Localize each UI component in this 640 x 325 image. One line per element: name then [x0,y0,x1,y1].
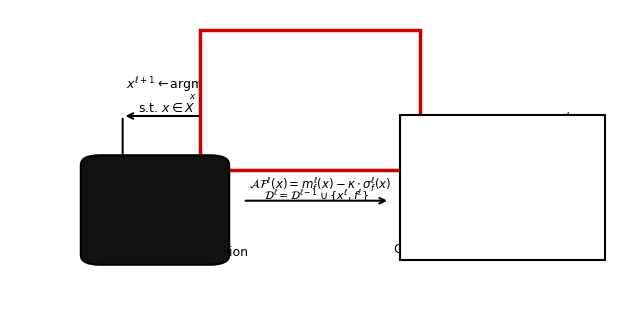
Text: $\sigma_f^\ell(x)$: $\sigma_f^\ell(x)$ [553,122,583,141]
Text: Acquisition Function (AF): Acquisition Function (AF) [234,54,406,68]
Text: SYSTEM: SYSTEM [168,194,232,208]
Text: $\ell \leftarrow \ell + 1$: $\ell \leftarrow \ell + 1$ [95,163,145,177]
Text: $m_f^\ell(x)$: $m_f^\ell(x)$ [553,110,588,130]
Text: Gaussian-Process Model: Gaussian-Process Model [394,243,545,256]
Text: s.t. $x \in X$: s.t. $x \in X$ [138,101,195,115]
Text: $\mathcal{D}^\ell = \mathcal{D}^{\ell-1} \cup \{x^\ell, f^\ell\}$: $\mathcal{D}^\ell = \mathcal{D}^{\ell-1}… [264,186,369,204]
Text: $x^\ell$: $x^\ell$ [95,193,109,209]
Text: Data Collection: Data Collection [152,246,248,259]
Text: $\sigma_f^\ell(x)$: $\sigma_f^\ell(x)$ [522,173,545,188]
Text: $x^{\ell+1} \leftarrow \underset{x}{\mathrm{argmin}}\; \mathcal{AF}^\ell(x)$: $x^{\ell+1} \leftarrow \underset{x}{\mat… [127,76,259,102]
Text: $-m_f^\ell(x)$: $-m_f^\ell(x)$ [522,150,556,165]
Text: $\mathcal{AF}^\ell(x) = m_f^\ell(x) - \kappa \cdot \sigma_f^\ell(x)$: $\mathcal{AF}^\ell(x) = m_f^\ell(x) - \k… [249,175,392,194]
